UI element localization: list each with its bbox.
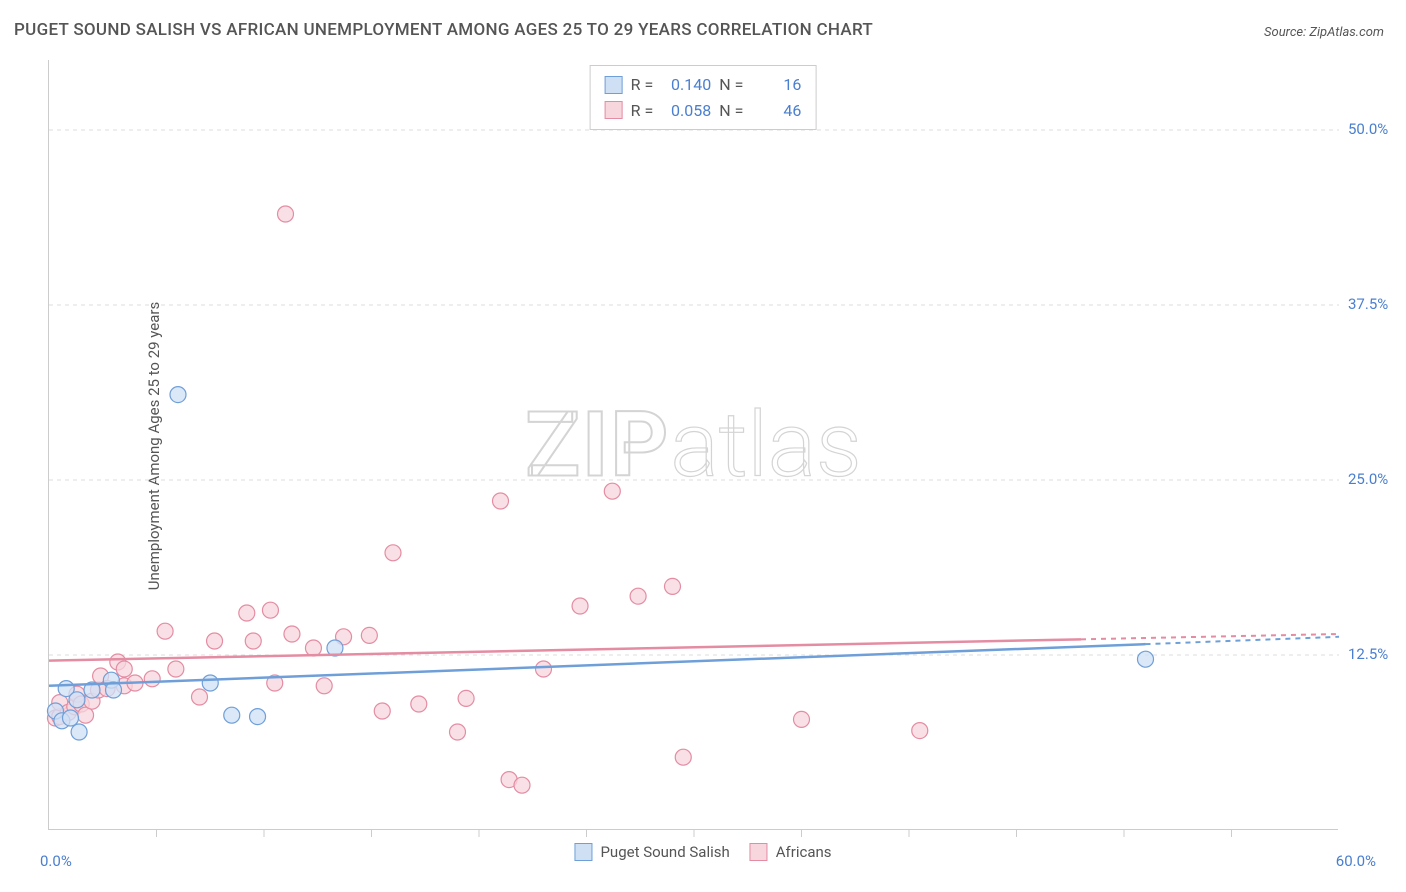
n-value-salish: 16 bbox=[751, 72, 801, 98]
r-value-african: 0.058 bbox=[661, 98, 711, 124]
n-value-african: 46 bbox=[751, 98, 801, 124]
n-label: N = bbox=[719, 98, 743, 124]
n-label: N = bbox=[719, 72, 743, 98]
swatch-salish-icon bbox=[574, 843, 592, 861]
r-label: R = bbox=[631, 98, 654, 124]
legend-label-salish: Puget Sound Salish bbox=[600, 843, 729, 861]
y-tick-label: 37.5% bbox=[1348, 295, 1388, 313]
grid-lines bbox=[49, 130, 1339, 655]
stats-row-salish: R = 0.140 N = 16 bbox=[605, 72, 802, 98]
legend-item-salish: Puget Sound Salish bbox=[574, 843, 729, 861]
x-ticks bbox=[157, 830, 1232, 837]
legend-label-african: Africans bbox=[776, 843, 832, 861]
legend-item-african: Africans bbox=[750, 843, 832, 861]
chart-title: PUGET SOUND SALISH VS AFRICAN UNEMPLOYME… bbox=[14, 20, 873, 40]
plot-area: ZIPatlas bbox=[48, 60, 1338, 830]
r-value-salish: 0.140 bbox=[661, 72, 711, 98]
scatter-salish bbox=[47, 387, 1153, 740]
scatter-african bbox=[47, 206, 927, 793]
x-min-label: 0.0% bbox=[40, 852, 72, 870]
swatch-african bbox=[605, 101, 623, 119]
y-tick-label: 12.5% bbox=[1348, 645, 1388, 663]
bottom-legend: Puget Sound Salish Africans bbox=[574, 843, 831, 861]
y-tick-label: 25.0% bbox=[1348, 470, 1388, 488]
chart-svg bbox=[49, 60, 1338, 829]
stats-row-african: R = 0.058 N = 46 bbox=[605, 98, 802, 124]
source-label: Source: ZipAtlas.com bbox=[1264, 25, 1384, 40]
swatch-salish bbox=[605, 76, 623, 94]
r-label: R = bbox=[631, 72, 654, 98]
y-tick-label: 50.0% bbox=[1348, 120, 1388, 138]
x-max-label: 60.0% bbox=[1336, 852, 1376, 870]
swatch-african-icon bbox=[750, 843, 768, 861]
stats-legend-box: R = 0.140 N = 16 R = 0.058 N = 46 bbox=[590, 65, 817, 130]
